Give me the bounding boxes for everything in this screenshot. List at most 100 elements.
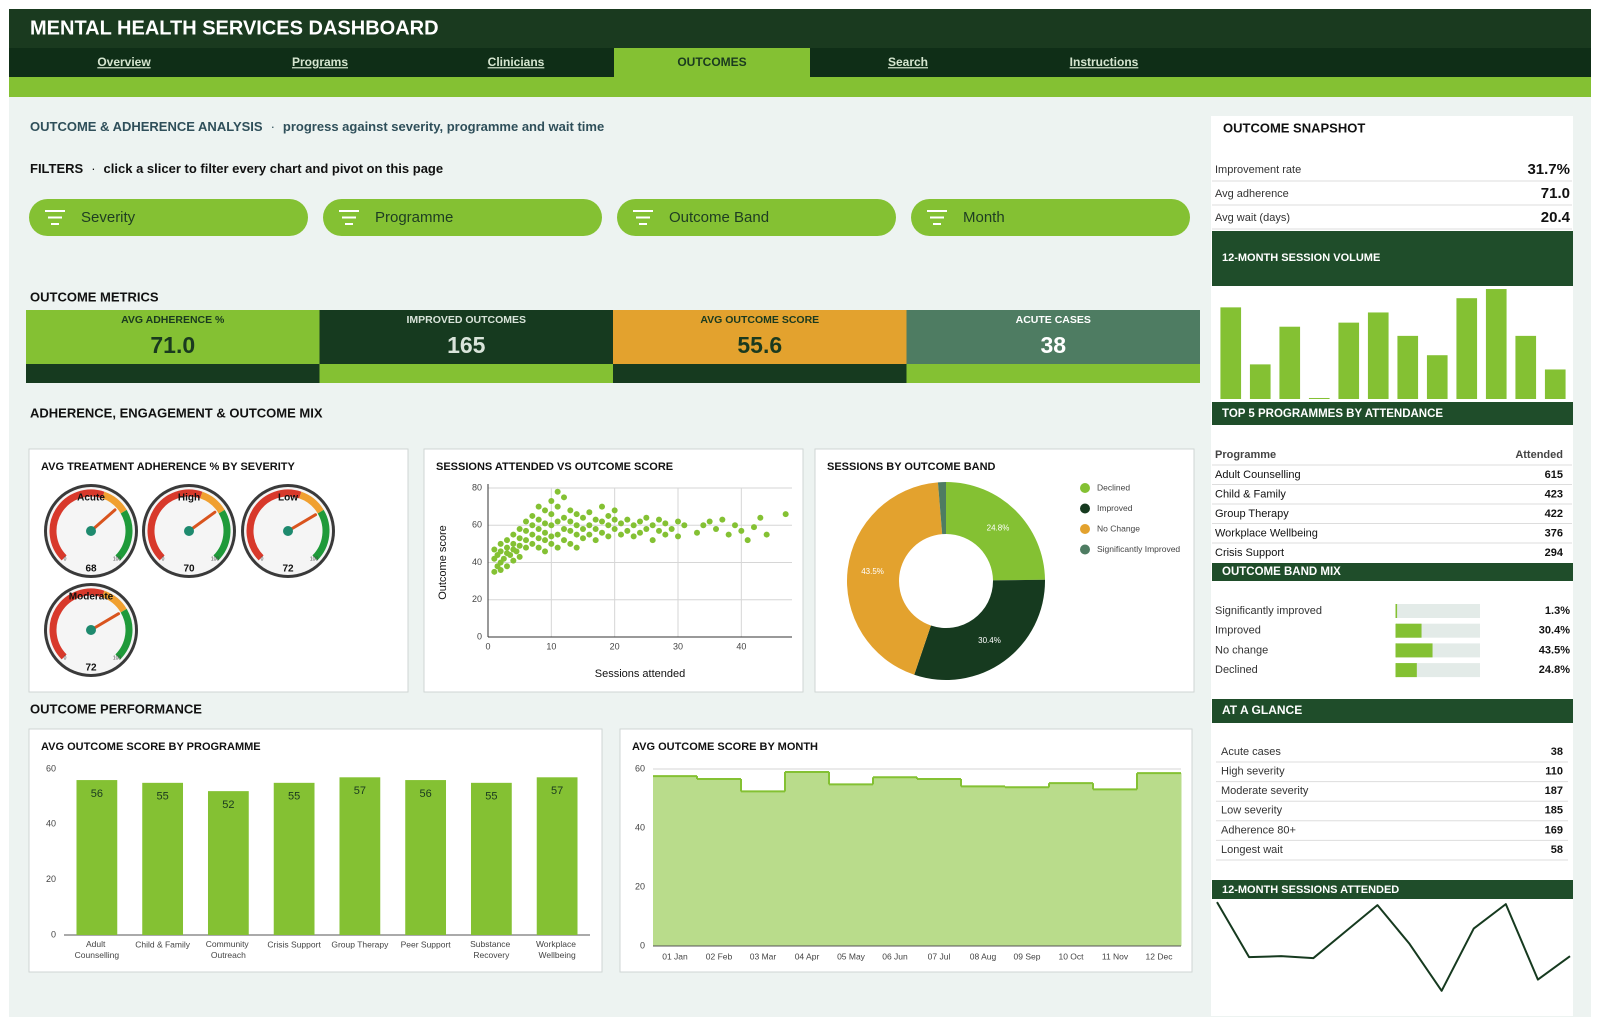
y-tick-label: 60 <box>472 520 482 530</box>
gauge-zone <box>102 491 127 514</box>
analysis-subtitle: progress against severity, programme and… <box>283 119 604 134</box>
scatter-point <box>725 531 732 538</box>
scatter-point <box>599 529 605 536</box>
snapshot-label: Avg adherence <box>1215 188 1289 200</box>
snapshot-value: 20.4 <box>1541 209 1571 226</box>
label-line: Substance <box>470 939 513 949</box>
x-tick-label: 04 Apr <box>795 951 820 961</box>
nav-tab[interactable]: OUTCOMES <box>677 55 746 69</box>
x-tick-label: 20 <box>610 641 620 651</box>
scatter-point <box>732 522 738 529</box>
scatter-point <box>592 516 599 523</box>
scatter-point <box>542 507 548 514</box>
scatter-point <box>548 540 555 547</box>
bar <box>1338 322 1360 399</box>
scatter-point <box>529 531 536 538</box>
band-label: Significantly improved <box>1215 605 1322 617</box>
scatter-point <box>542 520 548 527</box>
area-band <box>741 791 786 946</box>
gauge-max: 100 <box>113 655 122 661</box>
area-band <box>829 784 874 946</box>
scatter-point <box>507 552 514 559</box>
area-band <box>1137 773 1182 946</box>
x-tick-label: 10 <box>546 641 556 651</box>
scatter-point <box>757 514 764 521</box>
scatter-point <box>573 531 580 538</box>
gauge-zone <box>246 489 302 561</box>
nav-tab[interactable]: Overview <box>97 55 151 69</box>
scatter-point <box>504 537 510 544</box>
scatter-point <box>744 537 751 544</box>
bar <box>1456 298 1478 399</box>
scatter-point <box>529 512 536 519</box>
x-axis-label: Sessions attended <box>595 668 686 680</box>
scatter-point <box>554 544 561 551</box>
y-tick-label: 40 <box>472 557 482 567</box>
slicer-pill[interactable] <box>911 199 1190 236</box>
separator: · <box>91 161 95 176</box>
scatter-point <box>643 514 650 521</box>
glance-value: 58 <box>1551 844 1563 856</box>
gauge-min: 0 <box>64 655 67 661</box>
section-header <box>1212 880 1573 899</box>
scatter-point <box>637 529 643 536</box>
scatter-point <box>523 544 529 551</box>
label-line: Adult <box>86 939 108 949</box>
scatter-point <box>491 546 498 553</box>
scatter-point <box>504 563 510 570</box>
scatter-point <box>782 511 789 518</box>
slicer-label: Outcome Band <box>669 209 769 226</box>
bar <box>76 780 118 935</box>
nav-tab[interactable]: Search <box>888 55 928 69</box>
kpi-value: 71.0 <box>150 332 195 358</box>
x-tick-label: 09 Sep <box>1014 951 1041 961</box>
slicer-pill[interactable] <box>323 199 602 236</box>
nav-tab[interactable]: Clinicians <box>488 55 545 69</box>
nav-tab[interactable]: Programs <box>292 55 348 69</box>
slicer[interactable]: Month <box>911 199 1190 236</box>
chart-title: SESSIONS BY OUTCOME BAND <box>827 461 996 473</box>
x-tick-label: 40 <box>736 641 746 651</box>
gauge-name: Acute <box>77 493 105 504</box>
scatter-point <box>567 518 574 525</box>
table-cell: Crisis Support <box>1215 547 1284 559</box>
nav-tab[interactable]: Instructions <box>1070 55 1139 69</box>
donut-slice <box>847 482 943 675</box>
scatter-point <box>491 568 498 575</box>
x-tick-label: 06 Jun <box>882 951 908 961</box>
scatter-point <box>618 531 624 538</box>
scatter-point <box>763 531 770 538</box>
chart-panel <box>423 448 804 693</box>
donut-slice <box>914 579 1045 680</box>
scatter-point <box>535 516 542 523</box>
scatter-point <box>700 522 707 529</box>
slicer[interactable]: Severity <box>29 199 308 236</box>
scatter-point <box>513 548 520 555</box>
glance-label: Moderate severity <box>1221 785 1309 797</box>
kpi-strip <box>906 364 1200 383</box>
snapshot-label: Improvement rate <box>1215 164 1301 176</box>
scatter-point <box>649 537 656 544</box>
bar <box>1308 397 1330 399</box>
legend-label: Significantly Improved <box>1097 544 1180 554</box>
bar <box>536 777 578 935</box>
scatter-point <box>580 535 586 542</box>
slicer[interactable]: Outcome Band <box>617 199 896 236</box>
slicer-pill[interactable] <box>29 199 308 236</box>
gauge-zone <box>115 608 133 660</box>
scatter-point <box>580 514 586 521</box>
bar <box>1220 307 1242 399</box>
x-tick-label: 10 Oct <box>1058 951 1084 961</box>
gauge-zone <box>115 509 133 561</box>
kpi-strip <box>319 364 613 383</box>
legend-label: Improved <box>1097 503 1133 513</box>
gauge-min: 0 <box>261 556 264 562</box>
gauge-max: 100 <box>310 556 319 562</box>
gauge-zone <box>213 509 231 561</box>
scatter-point <box>662 520 669 527</box>
slicer-pill[interactable] <box>617 199 896 236</box>
slicer[interactable]: Programme <box>323 199 602 236</box>
table-cell: 422 <box>1545 508 1563 520</box>
data-label: 57 <box>551 785 563 797</box>
mix-title: ADHERENCE, ENGAGEMENT & OUTCOME MIX <box>30 405 323 420</box>
